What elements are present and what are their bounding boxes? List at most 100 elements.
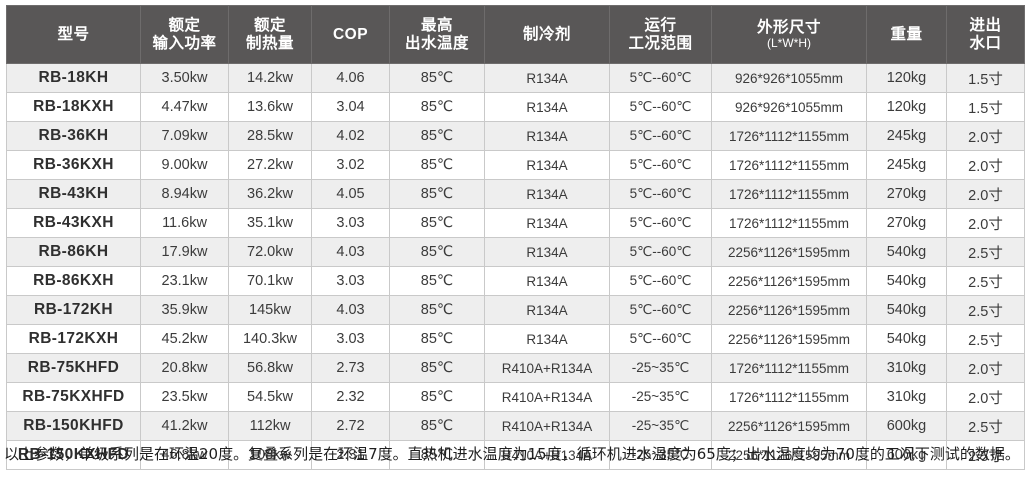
- cell-max_temp: 85℃: [389, 382, 485, 412]
- cell-range: 5℃--60℃: [609, 121, 712, 151]
- cell-max_temp: 85℃: [389, 208, 485, 238]
- column-header-range: 运行 工况范围: [609, 5, 712, 64]
- column-header-line2: 输入功率: [152, 34, 217, 52]
- column-header-cop: COP: [311, 5, 390, 64]
- footnote-text: 以上参数，单级系列是在环温20度。复叠系列是在环温7度。直热机进水温度为15度，…: [4, 445, 1020, 463]
- cell-refrigerant: R134A: [484, 179, 610, 209]
- cell-cop: 3.03: [311, 266, 390, 296]
- cell-power: 11.6kw: [140, 208, 229, 238]
- cell-max_temp: 85℃: [389, 324, 485, 354]
- table-row: RB-86KH 17.9kw 72.0kw 4.03 85℃ R134A 5℃--60℃ 22…: [6, 237, 1025, 267]
- cell-range: 5℃--60℃: [609, 295, 712, 325]
- table-row: RB-150KHFD 41.2kw 112kw 2.72 85℃ R410A+R134A -…: [6, 411, 1025, 441]
- cell-model: RB-86KXH: [6, 266, 141, 296]
- column-header-line1: 型号: [57, 25, 90, 43]
- column-header-line1: 最高: [420, 17, 453, 35]
- cell-dimensions: 2256*1126*1595mm: [711, 237, 867, 267]
- cell-port: 2.0寸: [946, 353, 1025, 383]
- cell-model: RB-18KH: [6, 63, 141, 93]
- cell-max_temp: 85℃: [389, 295, 485, 325]
- cell-range: -25~35℃: [609, 382, 712, 412]
- cell-cop: 2.72: [311, 411, 390, 441]
- cell-heating: 13.6kw: [228, 92, 312, 122]
- cell-refrigerant: R134A: [484, 237, 610, 267]
- cell-power: 17.9kw: [140, 237, 229, 267]
- column-header-line1: 额定: [168, 17, 201, 35]
- cell-model: RB-75KXHFD: [6, 382, 141, 412]
- cell-refrigerant: R134A: [484, 150, 610, 180]
- cell-dimensions: 1726*1112*1155mm: [711, 150, 867, 180]
- cell-dimensions: 2256*1126*1595mm: [711, 295, 867, 325]
- cell-cop: 3.04: [311, 92, 390, 122]
- cell-weight: 270kg: [866, 179, 947, 209]
- cell-heating: 28.5kw: [228, 121, 312, 151]
- table-row: RB-86KXH 23.1kw 70.1kw 3.03 85℃ R134A 5℃--60℃ 2…: [6, 266, 1025, 296]
- cell-port: 2.5寸: [946, 237, 1025, 267]
- table-row: RB-18KH 3.50kw 14.2kw 4.06 85℃ R134A 5℃--60℃ 92…: [6, 63, 1025, 93]
- table-row: RB-75KHFD 20.8kw 56.8kw 2.73 85℃ R410A+R134A -…: [6, 353, 1025, 383]
- column-header-line1: 进出: [969, 17, 1002, 35]
- cell-weight: 540kg: [866, 324, 947, 354]
- cell-weight: 600kg: [866, 411, 947, 441]
- cell-power: 9.00kw: [140, 150, 229, 180]
- cell-weight: 310kg: [866, 353, 947, 383]
- cell-max_temp: 85℃: [389, 411, 485, 441]
- cell-port: 2.5寸: [946, 324, 1025, 354]
- cell-model: RB-172KH: [6, 295, 141, 325]
- cell-model: RB-18KXH: [6, 92, 141, 122]
- cell-dimensions: 1726*1112*1155mm: [711, 382, 867, 412]
- cell-refrigerant: R410A+R134A: [484, 440, 610, 470]
- cell-model: RB-150KHFD: [6, 411, 141, 441]
- cell-range: -25~35℃: [609, 353, 712, 383]
- cell-cop: 2.32: [311, 382, 390, 412]
- cell-weight: 120kg: [866, 63, 947, 93]
- column-header-dimensions: 外形尺寸 (L*W*H): [711, 5, 867, 64]
- cell-range: 5℃--60℃: [609, 63, 712, 93]
- cell-dimensions: 2256*1126*1595mm: [711, 266, 867, 296]
- column-header-refrigerant: 制冷剂: [484, 5, 610, 64]
- column-header-line2: 水口: [969, 34, 1002, 52]
- cell-model: RB-43KH: [6, 179, 141, 209]
- cell-heating: 72.0kw: [228, 237, 312, 267]
- cell-range: 5℃--60℃: [609, 208, 712, 238]
- cell-port: 2.5寸: [946, 295, 1025, 325]
- table-row: RB-75KXHFD 23.5kw 54.5kw 2.32 85℃ R410A+R134A…: [6, 382, 1025, 412]
- column-header-line1: COP: [332, 25, 369, 43]
- cell-model: RB-75KHFD: [6, 353, 141, 383]
- column-header-sub: (L*W*H): [767, 35, 811, 50]
- cell-power: 35.9kw: [140, 295, 229, 325]
- cell-power: 45.2kw: [140, 324, 229, 354]
- cell-max_temp: 85℃: [389, 237, 485, 267]
- cell-heating: 112kw: [228, 411, 312, 441]
- cell-heating: 35.1kw: [228, 208, 312, 238]
- cell-cop: 3.02: [311, 150, 390, 180]
- cell-weight: 245kg: [866, 121, 947, 151]
- cell-cop: 4.03: [311, 295, 390, 325]
- cell-max_temp: 85℃: [389, 353, 485, 383]
- cell-dimensions: 1726*1112*1155mm: [711, 121, 867, 151]
- cell-cop: 2.73: [311, 353, 390, 383]
- cell-dimensions: 926*926*1055mm: [711, 92, 867, 122]
- cell-range: 5℃--60℃: [609, 266, 712, 296]
- column-header-port: 进出 水口: [946, 5, 1025, 64]
- cell-model: RB-36KXH: [6, 150, 141, 180]
- table-row: RB-18KXH 4.47kw 13.6kw 3.04 85℃ R134A 5℃--60℃ 9…: [6, 92, 1025, 122]
- cell-port: 2.0寸: [946, 179, 1025, 209]
- cell-port: 2.5寸: [946, 266, 1025, 296]
- table-row: RB-36KXH 9.00kw 27.2kw 3.02 85℃ R134A 5℃--60℃ 1…: [6, 150, 1025, 180]
- cell-refrigerant: R410A+R134A: [484, 411, 610, 441]
- cell-refrigerant: R134A: [484, 295, 610, 325]
- cell-power: 41.2kw: [140, 411, 229, 441]
- cell-cop: 4.02: [311, 121, 390, 151]
- cell-heating: 27.2kw: [228, 150, 312, 180]
- column-header-line2: 制热量: [245, 34, 294, 52]
- cell-max_temp: 85℃: [389, 63, 485, 93]
- cell-model: RB-86KH: [6, 237, 141, 267]
- cell-weight: 540kg: [866, 295, 947, 325]
- cell-refrigerant: R134A: [484, 92, 610, 122]
- cell-max_temp: 85℃: [389, 92, 485, 122]
- cell-refrigerant: R134A: [484, 266, 610, 296]
- cell-port: 2.0寸: [946, 382, 1025, 412]
- cell-dimensions: 1726*1112*1155mm: [711, 208, 867, 238]
- cell-heating: 54.5kw: [228, 382, 312, 412]
